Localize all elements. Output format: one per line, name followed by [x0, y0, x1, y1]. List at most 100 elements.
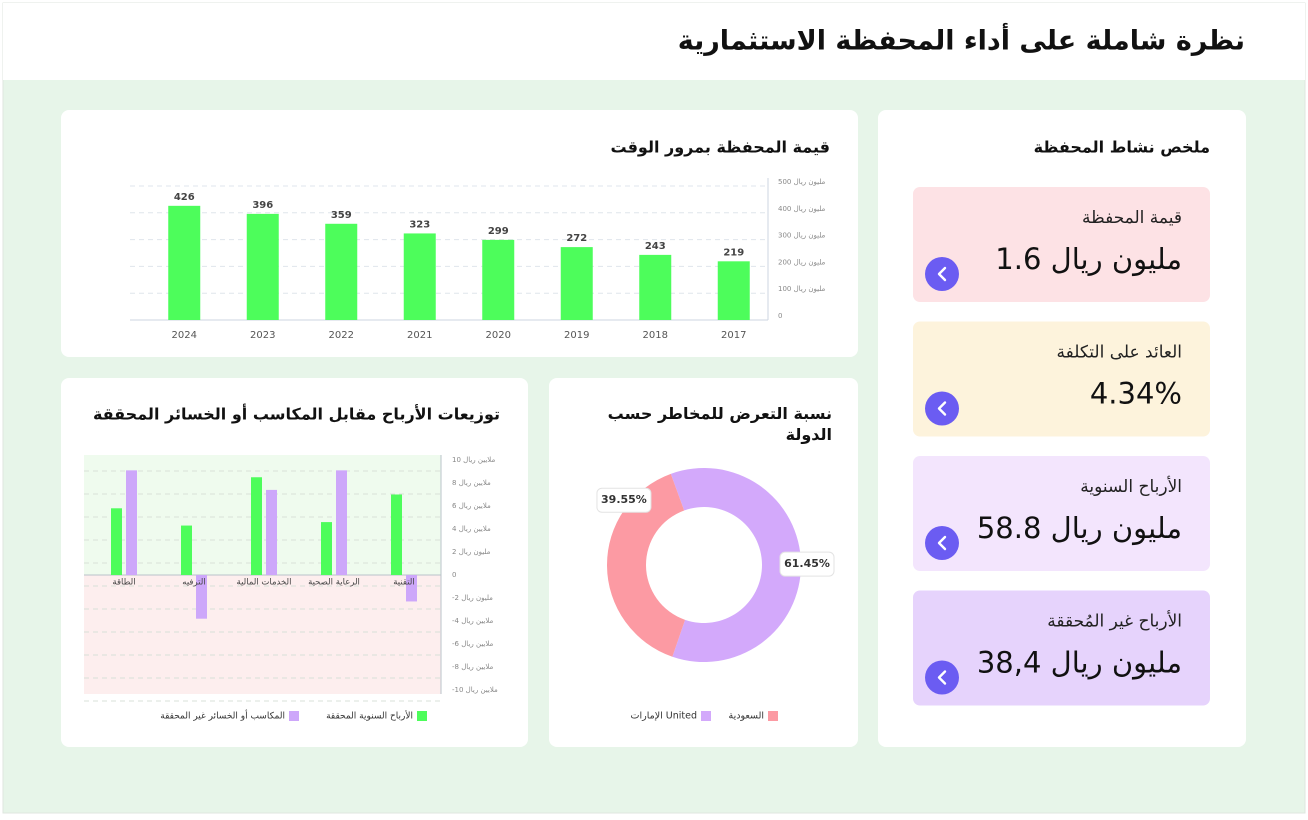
value-label: 39.55% [601, 493, 647, 506]
card-value: 4.34% [1090, 377, 1182, 411]
summary-card [913, 187, 1210, 302]
y-tick-label: 300 مليون ريال [778, 232, 826, 240]
legend-label: الإمارات United [631, 711, 697, 722]
legend-label: السعودية [729, 711, 764, 722]
y-tick-label: -8 ملايين ريال [452, 663, 494, 671]
x-tick-label: التقنية [393, 578, 415, 588]
chevron-icon [937, 535, 947, 551]
y-tick-label: -4 ملايين ريال [452, 617, 494, 625]
chevron-icon [937, 401, 947, 416]
y-tick-label: 4 ملايين ريال [452, 525, 491, 533]
card-value: 1.6 مليون ريال [995, 242, 1182, 276]
bar [266, 489, 277, 575]
donut-segment [607, 473, 686, 657]
bar [336, 470, 347, 575]
summary-card [913, 321, 1210, 437]
header-bar [3, 3, 1305, 80]
x-tick-label: 2023 [250, 330, 275, 341]
legend-swatch [701, 711, 711, 721]
x-tick-label: الرعاية الصحية [308, 578, 360, 588]
legend-label: المكاسب أو الخسائر غير المحققة [160, 710, 285, 722]
y-tick-label: 200 مليون ريال [778, 258, 826, 266]
y-tick-label: 6 ملايين ريال [452, 502, 491, 510]
x-tick-label: 2024 [172, 330, 197, 341]
y-tick-label: -6 ملايين ريال [452, 640, 494, 648]
value-label: 61.45% [784, 557, 830, 570]
bar [246, 213, 279, 320]
value-label: 396 [252, 200, 273, 211]
chart-title: نسبة التعرض للمخاطر حسب الدولة [607, 404, 832, 444]
card-button[interactable] [925, 391, 959, 426]
bar [181, 525, 192, 575]
x-tick-label: 2022 [329, 330, 354, 341]
chart-title: توزيعات الأرباح مقابل المكاسب أو الخسائر… [93, 404, 500, 424]
value-label: 323 [409, 219, 430, 230]
value-label: 243 [645, 241, 666, 252]
bar [196, 575, 207, 619]
bar [639, 254, 672, 320]
y-tick-label: 100 مليون ريال [778, 285, 826, 293]
y-tick-label: 8 ملايين ريال [452, 479, 491, 487]
y-tick-label: 400 مليون ريال [778, 205, 826, 213]
value-label: 426 [174, 192, 195, 203]
y-tick-label: 2 مليون ريال [452, 548, 491, 556]
card-value: 38,4 مليون ريال [977, 646, 1182, 680]
bar [111, 508, 122, 575]
card-label: الأرباح غير المُحققة [1047, 611, 1182, 632]
bar [168, 205, 201, 320]
y-tick-label: 0 [778, 312, 782, 320]
x-tick-label: الترفيه [182, 578, 205, 588]
chart-panel [549, 378, 858, 747]
card-label: الأرباح السنوية [1080, 476, 1182, 497]
bar [321, 522, 332, 575]
bar [406, 575, 417, 602]
x-tick-label: 2020 [486, 330, 511, 341]
card-button[interactable] [925, 257, 959, 291]
title-box: نسبة التعرض للمخاطر حسب الدولة [607, 404, 832, 444]
x-tick-label: 2018 [643, 330, 668, 341]
value-label: 272 [566, 233, 587, 244]
x-tick-label: الخدمات المالية [237, 578, 292, 588]
chart-title: قيمة المحفظة بمرور الوقت [611, 138, 830, 157]
y-tick-label: 500 مليون ريال [778, 178, 826, 186]
bar [391, 494, 402, 575]
legend-label: الأرباح السنوية المحققة [326, 710, 413, 722]
positive-zone [84, 455, 441, 575]
card-button[interactable] [925, 660, 959, 695]
donut-segment [670, 468, 801, 662]
negative-zone [84, 575, 441, 694]
y-tick-label: 0 [452, 571, 456, 579]
value-label: 299 [488, 226, 509, 237]
summary-card [913, 456, 1210, 571]
card-value: 58.8 مليون ريال [977, 511, 1182, 545]
legend-swatch [768, 711, 778, 721]
legend-swatch [289, 711, 299, 721]
bar [560, 247, 593, 320]
marks: قيمة المحفظة 1.6 مليون ريال العائد على الت… [84, 178, 1210, 722]
bar [403, 233, 436, 320]
bar [482, 239, 515, 320]
value-label: 219 [723, 247, 744, 258]
bar [717, 261, 750, 320]
bar [126, 470, 137, 575]
value-label: 359 [331, 210, 352, 221]
label-box [779, 551, 835, 577]
card-label: قيمة المحفظة [1082, 208, 1182, 228]
card-button[interactable] [925, 526, 959, 560]
chevron-icon [937, 266, 947, 282]
x-tick-label: الطاقة [112, 578, 135, 588]
y-tick-label: -10 ملايين ريال [452, 686, 498, 694]
label-box [596, 487, 652, 513]
x-tick-label: 2021 [407, 330, 432, 341]
y-tick-label: 10 ملايين ريال [452, 456, 495, 464]
summary-card [913, 590, 1210, 706]
bar [325, 223, 358, 320]
x-tick-label: 2017 [721, 330, 746, 341]
card-label: العائد على التكلفة [1057, 343, 1182, 363]
legend-swatch [417, 711, 427, 721]
y-tick-label: -2 مليون ريال [452, 594, 493, 602]
bar [251, 477, 262, 575]
summary-title: ملخص نشاط المحفظة [1034, 138, 1210, 157]
